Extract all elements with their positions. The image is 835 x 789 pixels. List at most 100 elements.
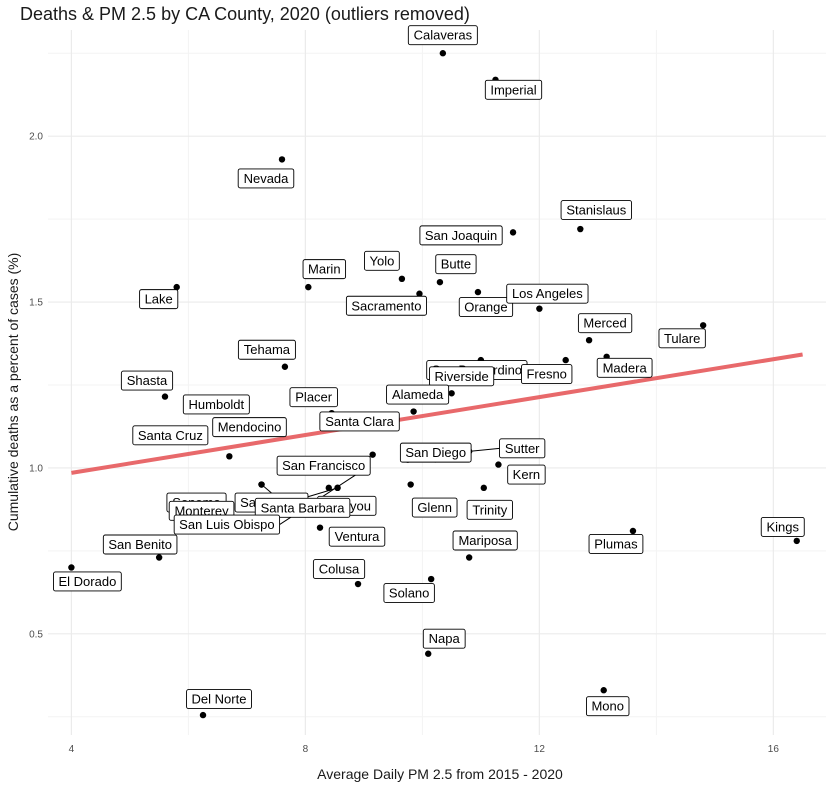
point-yolo xyxy=(398,275,406,283)
point-glenn xyxy=(407,481,414,488)
label-text: Trinity xyxy=(472,502,507,517)
label-text: Santa Barbara xyxy=(261,500,346,515)
point-los-angeles xyxy=(536,305,543,312)
label-trinity: Trinity xyxy=(466,499,513,520)
label-box xyxy=(429,366,495,387)
label-box xyxy=(419,225,503,246)
label-box xyxy=(458,297,514,318)
x-axis-title: Average Daily PM 2.5 from 2015 - 2020 xyxy=(317,766,563,782)
label-mendocino: Mendocino xyxy=(212,417,287,438)
label-mono: Mono xyxy=(585,696,630,717)
label-text: Tulare xyxy=(664,331,700,346)
label-box xyxy=(212,417,287,438)
point-sacramento xyxy=(416,290,423,297)
label-los-angeles: Los Angeles xyxy=(506,283,589,304)
point-ventura xyxy=(316,524,324,531)
label-box xyxy=(139,289,179,310)
label-imperial: Imperial xyxy=(484,79,543,100)
label-santa-clara: Santa Clara xyxy=(319,411,400,432)
label-san-luis-obispo: San Luis Obispo xyxy=(173,514,281,535)
label-san-benito: San Benito xyxy=(102,534,178,555)
axis-ticks: 4 8 12 16 0.5 1.0 1.5 2.0 xyxy=(29,132,779,755)
label-kern: Kern xyxy=(507,464,546,485)
point-butte xyxy=(436,278,444,286)
label-text: Kern xyxy=(513,467,540,482)
label-text: Shasta xyxy=(127,373,168,388)
point-kern xyxy=(495,461,502,468)
label-shasta: Shasta xyxy=(120,370,174,391)
label-nevada: Nevada xyxy=(237,168,295,189)
label-del-norte: Del Norte xyxy=(186,689,252,710)
point-tehama xyxy=(281,363,289,370)
label-text: Merced xyxy=(583,316,626,331)
point-san-francisco xyxy=(369,451,376,458)
label-text: Mendocino xyxy=(218,420,282,435)
point-san-joaquin xyxy=(509,229,517,236)
label-box xyxy=(422,628,466,649)
label-box xyxy=(658,328,706,349)
label-box xyxy=(102,534,178,555)
point-calaveras xyxy=(439,50,447,57)
label-text: Glenn xyxy=(417,500,452,515)
label-box xyxy=(186,689,252,710)
label-text: Nevada xyxy=(244,171,290,186)
point-nevada xyxy=(278,156,286,163)
label-box xyxy=(386,384,450,405)
label-text: Imperial xyxy=(490,82,536,97)
label-text: Los Angeles xyxy=(512,286,583,301)
label-tehama: Tehama xyxy=(237,339,296,360)
point-lake xyxy=(173,283,180,291)
point-kings xyxy=(793,537,800,545)
label-text: San Francisco xyxy=(282,458,365,473)
point-siskiyou xyxy=(325,484,332,492)
label-text: Fresno xyxy=(526,367,566,382)
label-merced: Merced xyxy=(577,313,633,334)
label-box xyxy=(499,438,546,459)
label-box xyxy=(182,394,250,415)
label-text: Kings xyxy=(766,519,799,534)
x-tick-label: 12 xyxy=(534,744,546,755)
label-box xyxy=(760,516,805,537)
point-plumas xyxy=(629,527,637,535)
label-kings: Kings xyxy=(760,516,805,537)
label-santa-barbara: Santa Barbara xyxy=(254,497,351,518)
label-stanislaus: Stanislaus xyxy=(560,200,633,221)
point-el-dorado xyxy=(68,564,75,571)
label-text: Yolo xyxy=(369,253,394,268)
label-text: Santa Cruz xyxy=(138,428,203,443)
label-el-dorado: El Dorado xyxy=(53,571,122,592)
label-marin: Marin xyxy=(302,259,347,280)
label-box xyxy=(585,696,630,717)
label-box xyxy=(596,357,653,378)
label-box xyxy=(364,250,400,271)
label-madera: Madera xyxy=(596,357,653,378)
y-tick-label: 2.0 xyxy=(29,132,43,143)
point-marin xyxy=(305,283,312,291)
label-text: Humboldt xyxy=(189,397,245,412)
point-fresno xyxy=(562,356,569,364)
point-stanislaus xyxy=(577,225,584,233)
point-solano xyxy=(427,575,435,583)
label-text: Mono xyxy=(591,699,624,714)
point-santa-cruz xyxy=(226,453,233,460)
label-text: Lake xyxy=(145,292,173,307)
label-box xyxy=(328,526,386,547)
label-box xyxy=(345,295,427,316)
label-tulare: Tulare xyxy=(658,328,706,349)
grid-lines xyxy=(48,30,826,735)
label-box xyxy=(577,313,633,334)
label-text: Colusa xyxy=(319,562,360,577)
label-box xyxy=(237,168,295,189)
label-orange: Orange xyxy=(458,297,514,318)
label-text: Monterey xyxy=(174,503,229,518)
label-box xyxy=(399,442,472,463)
label-box xyxy=(302,259,347,280)
label-text: Calaveras xyxy=(414,28,473,43)
label-box xyxy=(319,411,400,432)
y-tick-label: 1.0 xyxy=(29,463,43,474)
point-colusa xyxy=(354,580,362,588)
x-tick-label: 4 xyxy=(69,744,75,755)
label-leader xyxy=(261,484,272,494)
label-box xyxy=(254,497,351,518)
